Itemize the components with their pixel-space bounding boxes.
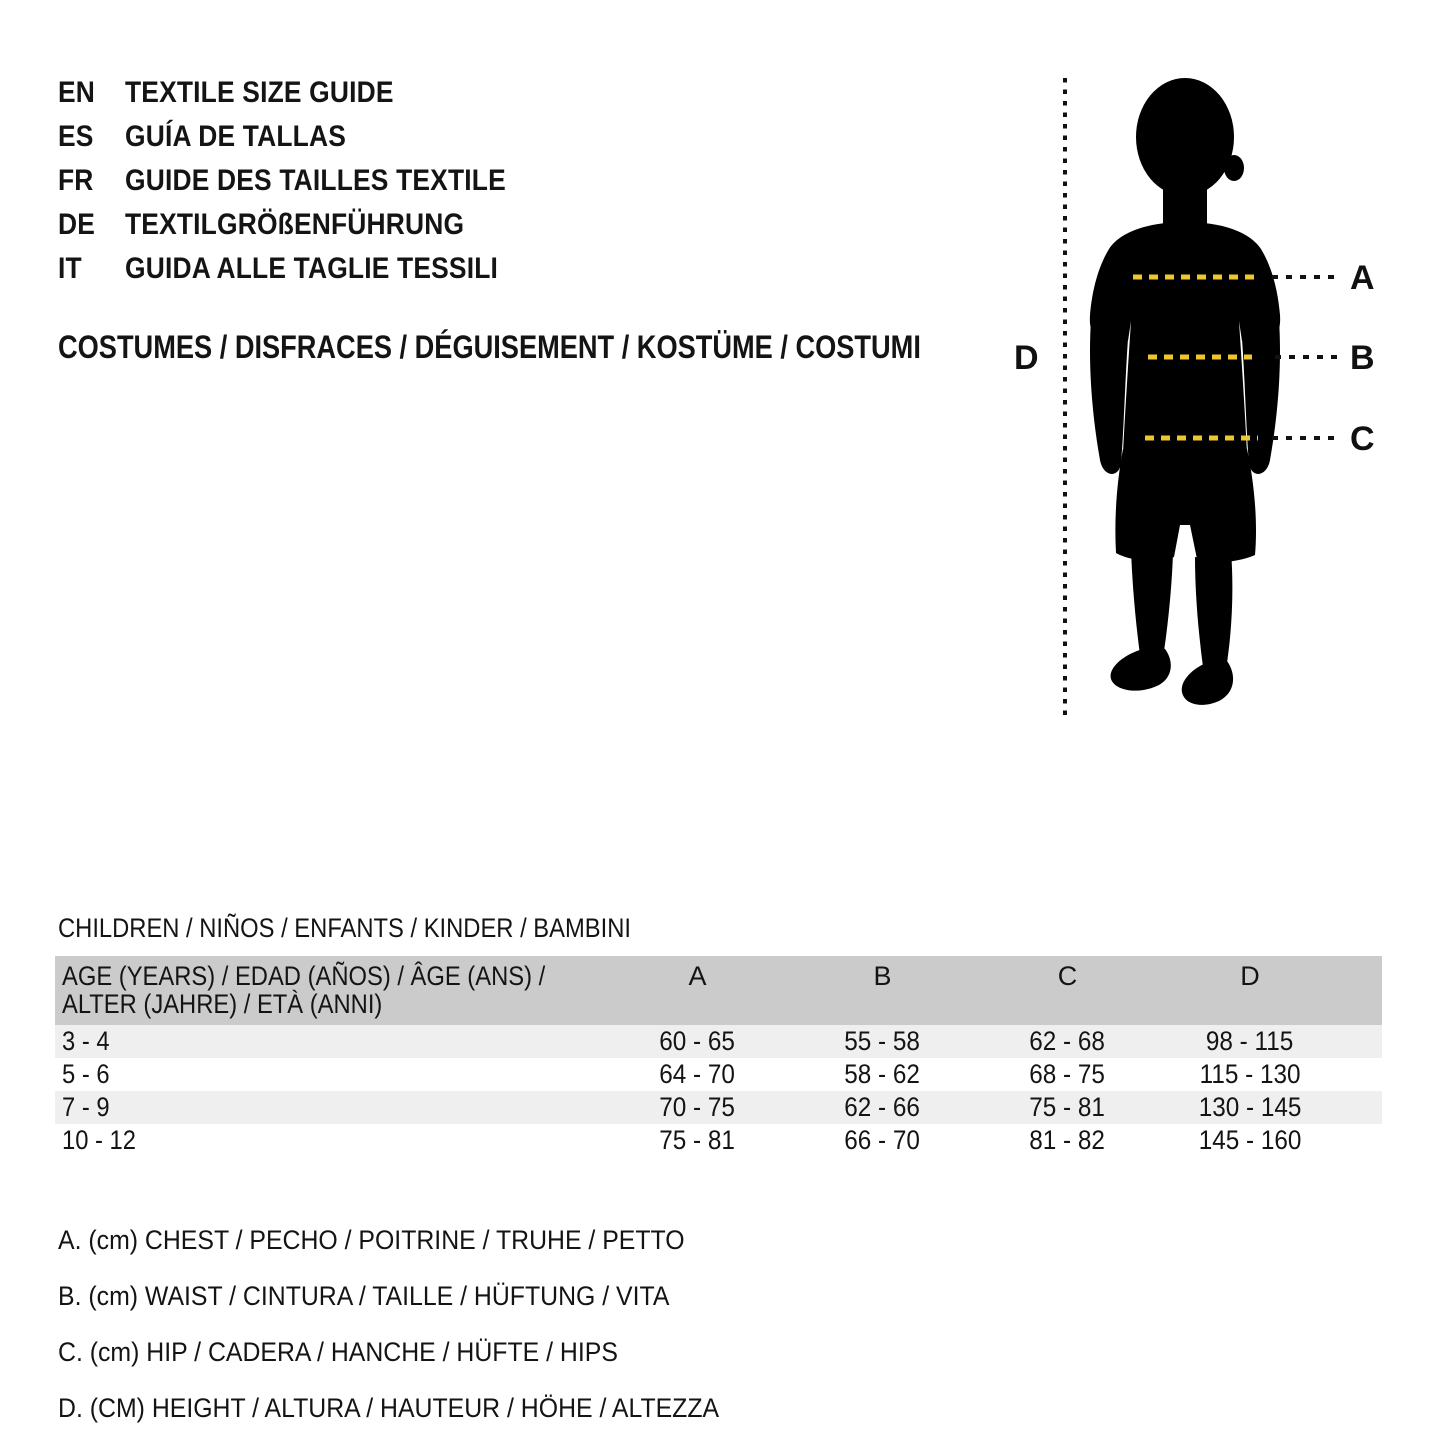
- measurement-figure: D A B C: [1014, 78, 1375, 715]
- measurement-legend: A. (cm) CHEST / PECHO / POITRINE / TRUHE…: [58, 1212, 777, 1436]
- silhouette-ear: [1224, 155, 1244, 181]
- height-value: 115 - 130: [1199, 1059, 1301, 1089]
- table-row: 7 - 9 70 - 75 62 - 66 75 - 81 130 - 145: [55, 1091, 1382, 1124]
- language-code: ES: [58, 120, 94, 153]
- chest-value: 70 - 75: [659, 1092, 736, 1122]
- table-row: 10 - 12 75 - 81 66 - 70 81 - 82 145 - 16…: [55, 1124, 1382, 1157]
- age-column-header: AGE (YEARS) / EDAD (AÑOS) / ÂGE (ANS) / …: [62, 961, 546, 1019]
- hip-value: 75 - 81: [1029, 1092, 1106, 1122]
- guide-title-en: TEXTILE SIZE GUIDE: [125, 76, 394, 109]
- silhouette-shirt: [1089, 222, 1281, 453]
- silhouette-head: [1136, 78, 1234, 196]
- guide-title-it: GUIDA ALLE TAGLIE TESSILI: [125, 252, 499, 285]
- legend-line-c: C. (cm) HIP / CADERA / HANCHE / HÜFTE / …: [58, 1336, 618, 1367]
- column-header-b: B: [873, 961, 892, 991]
- height-value: 98 - 115: [1206, 1026, 1294, 1056]
- legend-line-a: A. (cm) CHEST / PECHO / POITRINE / TRUHE…: [58, 1224, 685, 1255]
- age-cell: 3 - 4: [62, 1026, 110, 1056]
- waist-value: 55 - 58: [844, 1026, 921, 1056]
- child-silhouette: [1089, 78, 1281, 705]
- language-row-fr: FR GUIDE DES TAILLES TEXTILE: [58, 159, 558, 203]
- waist-value: 58 - 62: [844, 1059, 921, 1089]
- height-value: 145 - 160: [1198, 1125, 1302, 1155]
- legend-line-b: B. (cm) WAIST / CINTURA / TAILLE / HÜFTU…: [58, 1280, 670, 1311]
- children-size-table: AGE (YEARS) / EDAD (AÑOS) / ÂGE (ANS) / …: [55, 956, 1382, 1157]
- waist-value: 66 - 70: [844, 1125, 921, 1155]
- column-header-d: D: [1240, 961, 1260, 991]
- figure-label-a: A: [1350, 259, 1375, 297]
- language-row-en: EN TEXTILE SIZE GUIDE: [58, 71, 558, 115]
- column-header-c: C: [1057, 961, 1078, 991]
- silhouette-right-shoe: [1181, 658, 1234, 705]
- figure-label-d: D: [1014, 339, 1039, 377]
- language-row-de: DE TEXTILGRÖßENFÜHRUNG: [58, 203, 558, 247]
- age-cell: 7 - 9: [62, 1092, 110, 1122]
- guide-title-fr: GUIDE DES TAILLES TEXTILE: [125, 164, 506, 197]
- age-cell: 5 - 6: [62, 1059, 110, 1089]
- language-code: DE: [58, 208, 96, 241]
- language-row-it: IT GUIDA ALLE TAGLIE TESSILI: [58, 247, 558, 291]
- chest-value: 75 - 81: [659, 1125, 736, 1155]
- hip-value: 62 - 68: [1029, 1026, 1106, 1056]
- silhouette-left-leg: [1131, 549, 1173, 660]
- chest-value: 60 - 65: [659, 1026, 736, 1056]
- category-title: COSTUMES / DISFRACES / DÉGUISEMENT / KOS…: [58, 328, 921, 365]
- table-row: 3 - 4 60 - 65 55 - 58 62 - 68 98 - 115: [55, 1025, 1382, 1058]
- height-value: 130 - 145: [1198, 1092, 1302, 1122]
- legend-line-d: D. (CM) HEIGHT / ALTURA / HAUTEUR / HÖHE…: [58, 1392, 720, 1423]
- hip-value: 81 - 82: [1029, 1125, 1106, 1155]
- silhouette-shorts: [1115, 449, 1257, 563]
- guide-title-es: GUÍA DE TALLAS: [125, 120, 346, 153]
- silhouette-right-leg: [1195, 551, 1233, 672]
- hip-value: 68 - 75: [1029, 1059, 1106, 1089]
- table-row: 5 - 6 64 - 70 58 - 62 68 - 75 115 - 130: [55, 1058, 1382, 1091]
- waist-value: 62 - 66: [844, 1092, 921, 1122]
- figure-label-b: B: [1350, 339, 1375, 377]
- age-cell: 10 - 12: [62, 1125, 136, 1155]
- chest-value: 64 - 70: [659, 1059, 736, 1089]
- size-table-header: AGE (YEARS) / EDAD (AÑOS) / ÂGE (ANS) / …: [55, 956, 1382, 1025]
- language-code: FR: [58, 164, 94, 197]
- children-section-title: CHILDREN / NIÑOS / ENFANTS / KINDER / BA…: [58, 912, 631, 943]
- language-code: EN: [58, 76, 96, 109]
- language-row-es: ES GUÍA DE TALLAS: [58, 115, 558, 159]
- language-code: IT: [58, 252, 82, 285]
- figure-label-c: C: [1350, 420, 1375, 458]
- language-title-block: EN TEXTILE SIZE GUIDE ES GUÍA DE TALLAS …: [58, 71, 558, 291]
- silhouette-left-shoe: [1110, 646, 1171, 691]
- column-header-a: A: [688, 961, 707, 991]
- silhouette-left-arm: [1090, 320, 1129, 474]
- guide-title-de: TEXTILGRÖßENFÜHRUNG: [125, 208, 465, 241]
